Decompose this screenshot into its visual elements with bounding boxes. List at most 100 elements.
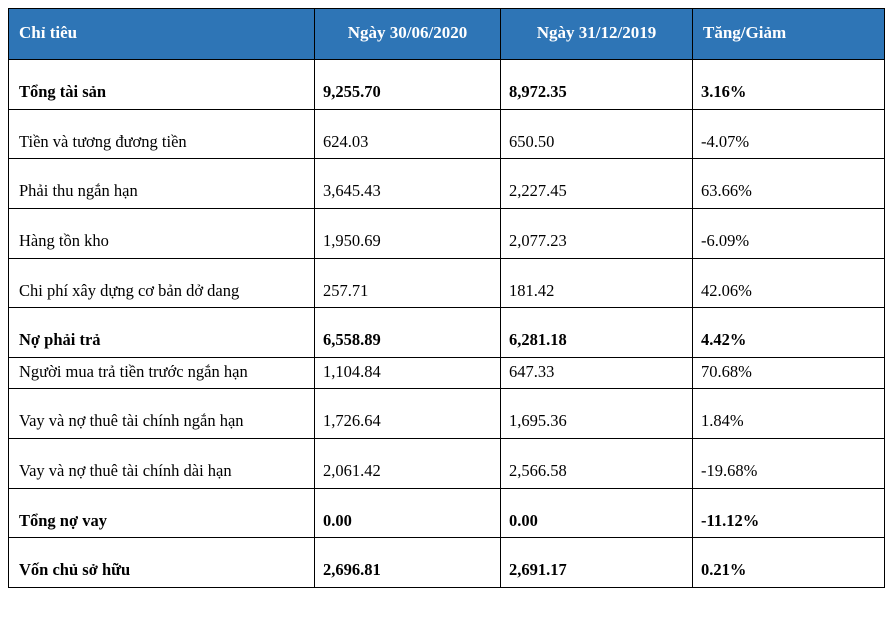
cell-text: 2,227.45 — [501, 159, 692, 208]
row-value: 650.50 — [501, 109, 693, 159]
cell-text: 3.16% — [693, 60, 884, 109]
row-value: 2,077.23 — [501, 208, 693, 258]
cell-text: 1,726.64 — [315, 389, 500, 438]
row-label: Vay và nợ thuê tài chính dài hạn — [9, 439, 315, 489]
row-value: 2,227.45 — [501, 159, 693, 209]
table-row: Vốn chủ sở hữu2,696.812,691.170.21% — [9, 538, 885, 588]
row-value: 2,696.81 — [315, 538, 501, 588]
table-row: Vay và nợ thuê tài chính ngắn hạn1,726.6… — [9, 389, 885, 439]
cell-text: Tổng nợ vay — [9, 489, 314, 538]
row-label: Phải thu ngắn hạn — [9, 159, 315, 209]
row-value: 1,726.64 — [315, 389, 501, 439]
table-header-row: Chỉ tiêu Ngày 30/06/2020 Ngày 31/12/2019… — [9, 9, 885, 60]
cell-text: 2,696.81 — [315, 538, 500, 587]
cell-text: 647.33 — [501, 358, 692, 389]
table-row: Tiền và tương đương tiền624.03650.50-4.0… — [9, 109, 885, 159]
cell-text: Phải thu ngắn hạn — [9, 159, 314, 208]
cell-text: 181.42 — [501, 259, 692, 308]
row-value: 647.33 — [501, 357, 693, 389]
cell-text: -4.07% — [693, 110, 884, 159]
row-label: Tổng nợ vay — [9, 488, 315, 538]
cell-text: 1.84% — [693, 389, 884, 438]
col-header-date2: Ngày 31/12/2019 — [501, 9, 693, 60]
cell-text: Vay và nợ thuê tài chính dài hạn — [9, 439, 314, 488]
cell-text: 624.03 — [315, 110, 500, 159]
row-value: 1,695.36 — [501, 389, 693, 439]
row-value: 6,281.18 — [501, 308, 693, 358]
row-value: 2,061.42 — [315, 439, 501, 489]
cell-text: -11.12% — [693, 489, 884, 538]
cell-text: 6,281.18 — [501, 308, 692, 357]
cell-text: 2,061.42 — [315, 439, 500, 488]
row-label: Nợ phải trả — [9, 308, 315, 358]
cell-text: 8,972.35 — [501, 60, 692, 109]
table-row: Tổng nợ vay0.000.00-11.12% — [9, 488, 885, 538]
cell-text: Chi phí xây dựng cơ bản dở dang — [9, 259, 314, 308]
row-label: Tiền và tương đương tiền — [9, 109, 315, 159]
row-value: 2,691.17 — [501, 538, 693, 588]
row-value: 0.00 — [315, 488, 501, 538]
table-row: Hàng tồn kho1,950.692,077.23-6.09% — [9, 208, 885, 258]
cell-text: 650.50 — [501, 110, 692, 159]
row-label: Hàng tồn kho — [9, 208, 315, 258]
table-row: Chi phí xây dựng cơ bản dở dang257.71181… — [9, 258, 885, 308]
cell-text: 2,566.58 — [501, 439, 692, 488]
row-value: 257.71 — [315, 258, 501, 308]
col-header-date1: Ngày 30/06/2020 — [315, 9, 501, 60]
table-row: Vay và nợ thuê tài chính dài hạn2,061.42… — [9, 439, 885, 489]
cell-text: 1,695.36 — [501, 389, 692, 438]
col-header-change: Tăng/Giảm — [693, 9, 885, 60]
cell-text: Vay và nợ thuê tài chính ngắn hạn — [9, 389, 314, 438]
row-value: 1,104.84 — [315, 357, 501, 389]
cell-text: Hàng tồn kho — [9, 209, 314, 258]
cell-text: 4.42% — [693, 308, 884, 357]
row-value: 9,255.70 — [315, 60, 501, 110]
table-row: Người mua trả tiền trước ngắn hạn1,104.8… — [9, 357, 885, 389]
cell-text: Người mua trả tiền trước ngắn hạn — [9, 358, 314, 389]
row-value: 0.00 — [501, 488, 693, 538]
row-value: 0.21% — [693, 538, 885, 588]
row-value: 6,558.89 — [315, 308, 501, 358]
row-label: Người mua trả tiền trước ngắn hạn — [9, 357, 315, 389]
table-row: Nợ phải trả6,558.896,281.184.42% — [9, 308, 885, 358]
row-label: Chi phí xây dựng cơ bản dở dang — [9, 258, 315, 308]
row-value: 2,566.58 — [501, 439, 693, 489]
cell-text: 42.06% — [693, 259, 884, 308]
row-value: 1.84% — [693, 389, 885, 439]
cell-text: 9,255.70 — [315, 60, 500, 109]
cell-text: 257.71 — [315, 259, 500, 308]
row-value: 181.42 — [501, 258, 693, 308]
row-value: 42.06% — [693, 258, 885, 308]
cell-text: Tổng tài sản — [9, 60, 314, 109]
row-value: 3.16% — [693, 60, 885, 110]
cell-text: 0.21% — [693, 538, 884, 587]
cell-text: 2,077.23 — [501, 209, 692, 258]
row-value: -11.12% — [693, 488, 885, 538]
cell-text: 0.00 — [315, 489, 500, 538]
row-value: -6.09% — [693, 208, 885, 258]
table-row: Tổng tài sản9,255.708,972.353.16% — [9, 60, 885, 110]
cell-text: 0.00 — [501, 489, 692, 538]
cell-text: 1,950.69 — [315, 209, 500, 258]
row-value: 8,972.35 — [501, 60, 693, 110]
col-header-indicator: Chỉ tiêu — [9, 9, 315, 60]
row-value: 1,950.69 — [315, 208, 501, 258]
row-label: Vay và nợ thuê tài chính ngắn hạn — [9, 389, 315, 439]
cell-text: 1,104.84 — [315, 358, 500, 389]
cell-text: 70.68% — [693, 358, 884, 389]
cell-text: Nợ phải trả — [9, 308, 314, 357]
table-body: Tổng tài sản9,255.708,972.353.16%Tiền và… — [9, 60, 885, 588]
row-value: 4.42% — [693, 308, 885, 358]
financial-table: Chỉ tiêu Ngày 30/06/2020 Ngày 31/12/2019… — [8, 8, 885, 588]
row-value: 624.03 — [315, 109, 501, 159]
cell-text: -6.09% — [693, 209, 884, 258]
cell-text: -19.68% — [693, 439, 884, 488]
row-label: Vốn chủ sở hữu — [9, 538, 315, 588]
cell-text: 3,645.43 — [315, 159, 500, 208]
row-label: Tổng tài sản — [9, 60, 315, 110]
row-value: -4.07% — [693, 109, 885, 159]
table-row: Phải thu ngắn hạn3,645.432,227.4563.66% — [9, 159, 885, 209]
cell-text: 63.66% — [693, 159, 884, 208]
row-value: -19.68% — [693, 439, 885, 489]
cell-text: Vốn chủ sở hữu — [9, 538, 314, 587]
